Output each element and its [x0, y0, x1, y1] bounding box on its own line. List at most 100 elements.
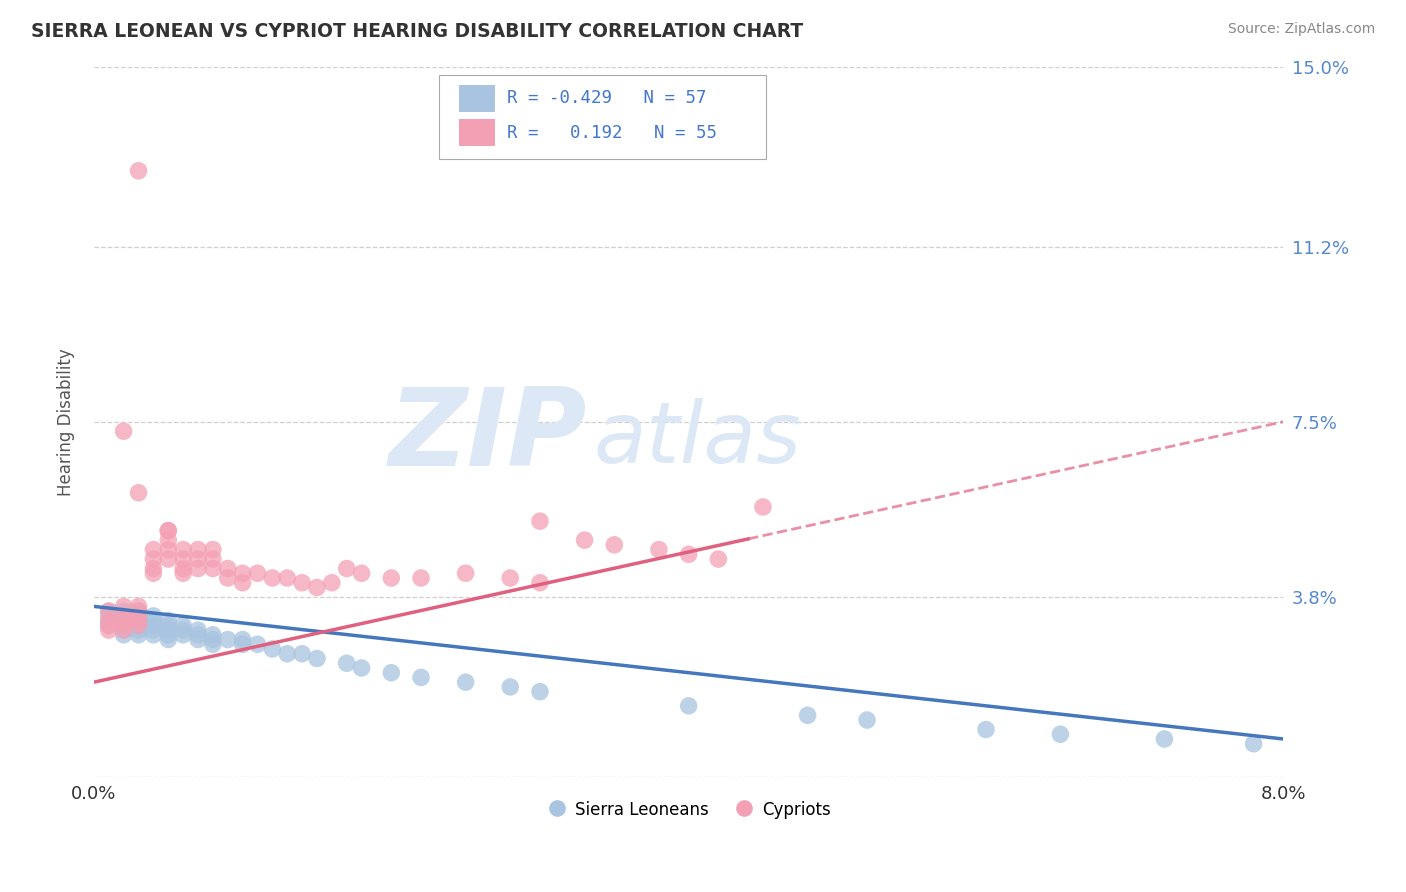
Point [112, 623, 135, 637]
Point [336, 561, 359, 575]
Point [603, 538, 626, 552]
Point [529, 575, 551, 590]
Point [128, 604, 150, 618]
Point [157, 632, 180, 647]
Point [752, 500, 775, 514]
Point [172, 552, 194, 566]
Point [262, 642, 284, 657]
Point [321, 575, 343, 590]
Point [128, 614, 150, 628]
Point [291, 575, 314, 590]
Point [305, 651, 328, 665]
Point [201, 637, 224, 651]
Point [350, 566, 373, 581]
Point [187, 623, 209, 637]
Point [128, 608, 150, 623]
Point [380, 571, 402, 585]
Point [128, 604, 150, 618]
Point [97, 618, 120, 632]
Point [142, 561, 165, 575]
Point [454, 566, 477, 581]
Point [380, 665, 402, 680]
Point [157, 628, 180, 642]
Point [454, 675, 477, 690]
Point [128, 163, 150, 178]
Point [157, 524, 180, 538]
Point [187, 632, 209, 647]
Text: R = -0.429   N = 57: R = -0.429 N = 57 [506, 89, 706, 107]
Point [172, 618, 194, 632]
Point [112, 618, 135, 632]
Point [128, 618, 150, 632]
Point [217, 561, 239, 575]
Point [157, 614, 180, 628]
Point [172, 628, 194, 642]
Point [1243, 737, 1265, 751]
Point [974, 723, 997, 737]
Legend: Sierra Leoneans, Cypriots: Sierra Leoneans, Cypriots [540, 794, 838, 825]
Point [217, 571, 239, 585]
Point [142, 614, 165, 628]
Point [796, 708, 818, 723]
Point [112, 599, 135, 614]
Point [128, 599, 150, 614]
Point [276, 571, 298, 585]
Point [112, 614, 135, 628]
Point [112, 608, 135, 623]
Text: Source: ZipAtlas.com: Source: ZipAtlas.com [1227, 22, 1375, 37]
Point [187, 561, 209, 575]
Point [1153, 731, 1175, 746]
Point [217, 632, 239, 647]
Point [112, 608, 135, 623]
Point [112, 618, 135, 632]
Point [856, 713, 879, 727]
Point [305, 581, 328, 595]
Point [574, 533, 596, 548]
Point [678, 547, 700, 561]
Text: R =   0.192   N = 55: R = 0.192 N = 55 [506, 124, 717, 142]
Point [201, 552, 224, 566]
Point [112, 424, 135, 438]
Point [529, 514, 551, 528]
Point [112, 628, 135, 642]
Point [128, 485, 150, 500]
Y-axis label: Hearing Disability: Hearing Disability [58, 348, 75, 496]
Point [142, 628, 165, 642]
Point [142, 623, 165, 637]
Point [97, 604, 120, 618]
Point [128, 614, 150, 628]
Point [172, 623, 194, 637]
Point [232, 637, 254, 651]
Point [112, 604, 135, 618]
Point [97, 614, 120, 628]
Point [707, 552, 730, 566]
Point [201, 561, 224, 575]
Point [499, 680, 522, 694]
Text: atlas: atlas [593, 398, 801, 481]
Point [172, 566, 194, 581]
Point [172, 542, 194, 557]
Point [262, 571, 284, 585]
Point [97, 604, 120, 618]
Point [409, 670, 432, 684]
Point [1049, 727, 1071, 741]
Point [201, 628, 224, 642]
Point [529, 684, 551, 698]
Point [128, 608, 150, 623]
Point [128, 618, 150, 632]
Point [97, 618, 120, 632]
Point [232, 575, 254, 590]
Bar [460, 85, 495, 112]
Point [336, 657, 359, 671]
Point [276, 647, 298, 661]
Point [157, 552, 180, 566]
Point [409, 571, 432, 585]
Point [97, 623, 120, 637]
Point [157, 533, 180, 548]
Point [112, 614, 135, 628]
Point [187, 628, 209, 642]
Point [246, 637, 269, 651]
Point [291, 647, 314, 661]
Point [142, 552, 165, 566]
Point [157, 623, 180, 637]
